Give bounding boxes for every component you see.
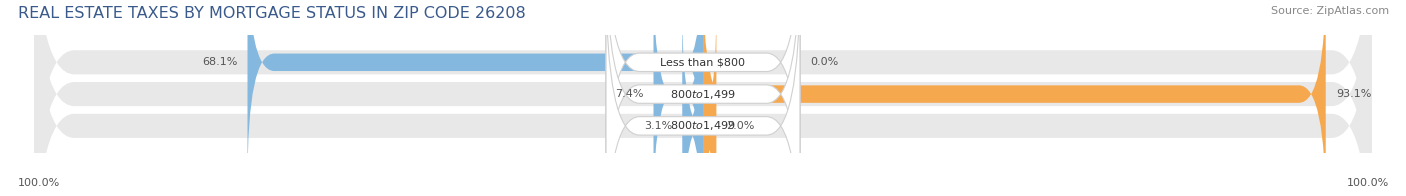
Text: $800 to $1,499: $800 to $1,499 xyxy=(671,119,735,132)
FancyBboxPatch shape xyxy=(606,0,800,196)
FancyBboxPatch shape xyxy=(703,0,1326,196)
Text: 0.0%: 0.0% xyxy=(810,57,838,67)
Text: Source: ZipAtlas.com: Source: ZipAtlas.com xyxy=(1271,6,1389,16)
FancyBboxPatch shape xyxy=(34,0,1372,196)
FancyBboxPatch shape xyxy=(689,7,730,196)
Text: 93.1%: 93.1% xyxy=(1336,89,1371,99)
Text: 100.0%: 100.0% xyxy=(1347,178,1389,188)
FancyBboxPatch shape xyxy=(247,0,703,181)
Text: REAL ESTATE TAXES BY MORTGAGE STATUS IN ZIP CODE 26208: REAL ESTATE TAXES BY MORTGAGE STATUS IN … xyxy=(18,6,526,21)
Text: Less than $800: Less than $800 xyxy=(661,57,745,67)
FancyBboxPatch shape xyxy=(34,0,1372,196)
Text: 7.4%: 7.4% xyxy=(614,89,644,99)
FancyBboxPatch shape xyxy=(676,7,709,196)
Text: 68.1%: 68.1% xyxy=(202,57,238,67)
Text: 3.1%: 3.1% xyxy=(644,121,672,131)
Text: $800 to $1,499: $800 to $1,499 xyxy=(671,88,735,101)
FancyBboxPatch shape xyxy=(606,0,800,196)
Text: 100.0%: 100.0% xyxy=(18,178,60,188)
FancyBboxPatch shape xyxy=(34,0,1372,196)
FancyBboxPatch shape xyxy=(654,0,703,196)
Text: 2.0%: 2.0% xyxy=(727,121,755,131)
FancyBboxPatch shape xyxy=(606,0,800,196)
